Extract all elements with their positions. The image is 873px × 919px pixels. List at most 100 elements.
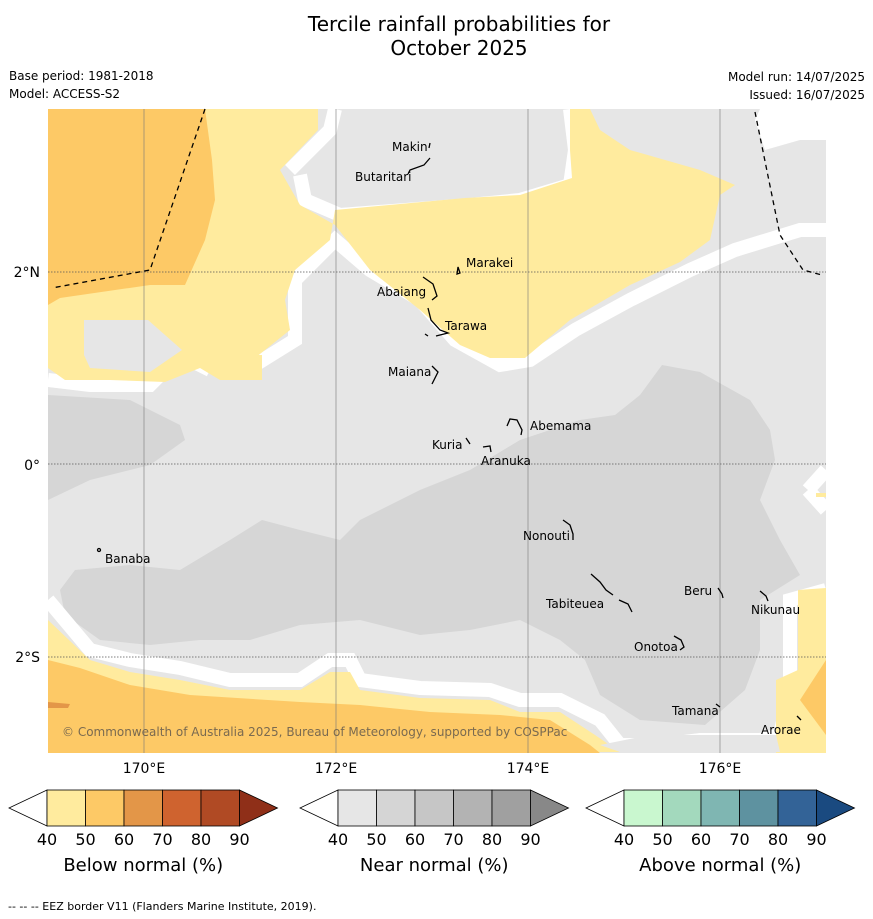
lat-label-0: 0° (24, 458, 40, 474)
colorbar-swatch (585, 789, 625, 827)
label-maiana: Maiana (388, 365, 431, 379)
colorbar-tick: 70 (443, 830, 463, 849)
colorbar-swatch (700, 789, 740, 827)
colorbar-tick: 60 (691, 830, 711, 849)
colorbar-swatch (777, 789, 817, 827)
near-normal-south-pocket (600, 735, 780, 752)
colorbar-swatch (162, 789, 202, 827)
lon-label-170e: 170°E (123, 761, 166, 777)
island-tabiteuea-shape (590, 573, 633, 613)
colorbar-tick: 80 (191, 830, 211, 849)
colorbar-tick: 80 (768, 830, 788, 849)
island-abaiang-shape (422, 276, 438, 301)
label-onotoa: Onotoa (634, 640, 678, 654)
eez-border (51, 108, 823, 289)
model-run-label: Model run: 14/07/2025 (727, 70, 865, 84)
title-line-1: Tercile rainfall probabilities for (307, 12, 611, 36)
colorbar-swatch (46, 789, 86, 827)
colorbar-swatch (623, 789, 663, 827)
island-butaritari-shape (407, 157, 431, 175)
colorbar-swatch (414, 789, 454, 827)
colorbar-swatch (530, 789, 570, 827)
below-normal-40-region-north (48, 109, 735, 358)
below-normal-50-region-southeast (800, 660, 826, 735)
issued-label: Issued: 16/07/2025 (749, 88, 865, 102)
island-makin-shape (428, 142, 431, 149)
label-butaritari: Butaritari (355, 170, 412, 184)
colorbar-tick: 60 (405, 830, 425, 849)
colorbar-swatch (739, 789, 779, 827)
base-period-label: Base period: 1981-2018 (9, 69, 154, 83)
meridians (143, 109, 721, 753)
colorbar-swatch (337, 789, 377, 827)
label-kuria: Kuria (432, 438, 463, 452)
lon-label-172e: 172°E (315, 761, 358, 777)
colorbar-tick: 90 (520, 830, 540, 849)
map-fields (48, 109, 826, 753)
colorbar-swatch (491, 789, 531, 827)
place-labels: Makin Butaritari Marakei Abaiang Tarawa … (105, 140, 801, 737)
lat-label-2s: 2°S (15, 650, 40, 666)
label-tamana: Tamana (671, 704, 719, 718)
colorbar-tick: 40 (614, 830, 634, 849)
colorbar-tick: 50 (366, 830, 386, 849)
island-nikunau-shape (759, 590, 769, 602)
island-kuria-aranuka-shape (465, 437, 492, 453)
axis-labels: 2°N 0° 2°S 170°E 172°E 174°E 176°E (14, 265, 742, 777)
colorbar-swatch (453, 789, 493, 827)
colorbar-tick: 70 (729, 830, 749, 849)
below-normal-60-sliver (48, 702, 70, 708)
graticule (48, 271, 826, 658)
below-normal-50-region-south (48, 660, 600, 753)
colorbar-swatch (662, 789, 702, 827)
colorbar-swatch (376, 789, 416, 827)
colorbar-swatch (200, 789, 240, 827)
island-beru-shape (717, 587, 724, 599)
label-aranuka: Aranuka (481, 454, 531, 468)
islands (96, 142, 802, 721)
near-normal-50-region (48, 365, 800, 725)
colorbar-swatch (239, 789, 279, 827)
island-tarawa-shape (424, 307, 451, 337)
colorbar-label: Below normal (%) (63, 855, 223, 876)
label-tabiteuea: Tabiteuea (545, 597, 604, 611)
colorbar-1: 40 50 60 70 80 90 Below normal (%) (8, 789, 279, 876)
lon-label-176e: 176°E (699, 761, 742, 777)
colorbar-label: Near normal (%) (360, 855, 509, 876)
colorbar-swatch (8, 789, 48, 827)
island-banaba-shape (96, 547, 102, 553)
colorbar-tick: 40 (328, 830, 348, 849)
colorbar-tick: 70 (152, 830, 172, 849)
map-title: Tercile rainfall probabilities for Octob… (0, 12, 873, 60)
off-map-region (755, 109, 826, 150)
colorbar-tick: 50 (75, 830, 95, 849)
label-marakei: Marakei (466, 256, 513, 270)
title-line-2: October 2025 (390, 36, 528, 60)
island-marakei-shape (456, 266, 461, 275)
label-abaiang: Abaiang (377, 285, 426, 299)
model-label: Model: ACCESS-S2 (9, 87, 121, 101)
colorbar-swatch (816, 789, 856, 827)
eez-border-east (754, 111, 823, 276)
label-nikunau: Nikunau (751, 603, 800, 617)
island-onotoa-shape (673, 635, 685, 651)
colorbar-swatch (85, 789, 125, 827)
colorbar-3: 40 50 60 70 80 90 Above normal (%) (585, 789, 856, 876)
label-nonouti: Nonouti (523, 529, 570, 543)
colorbar-tick: 60 (114, 830, 134, 849)
lat-label-2n: 2°N (14, 265, 40, 281)
colorbar-label: Above normal (%) (639, 855, 801, 876)
colorbar-tick: 80 (482, 830, 502, 849)
island-abemama-shape (506, 418, 523, 436)
label-arorae: Arorae (761, 723, 801, 737)
colorbar-swatch (299, 789, 339, 827)
lon-label-174e: 174°E (507, 761, 550, 777)
colorbar-2: 40 50 60 70 80 90 Near normal (%) (299, 789, 570, 876)
colorbar-tick: 90 (806, 830, 826, 849)
label-banaba: Banaba (105, 552, 151, 566)
island-nonouti-shape (562, 519, 574, 540)
colorbar-tick: 40 (37, 830, 57, 849)
eez-border-west (51, 108, 206, 289)
colorbar-swatch (123, 789, 163, 827)
colorbar-tick: 50 (652, 830, 672, 849)
